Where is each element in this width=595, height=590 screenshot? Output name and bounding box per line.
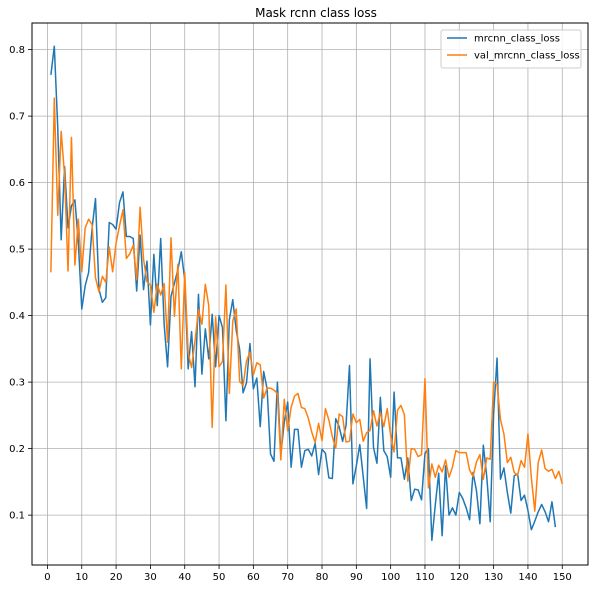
x-tick-label: 10 <box>75 572 88 583</box>
x-tick-label: 110 <box>415 572 434 583</box>
y-tick-label: 0.8 <box>9 45 25 56</box>
legend-label-mrcnn-class-loss: mrcnn_class_loss <box>474 34 560 45</box>
x-tick-label: 90 <box>350 572 363 583</box>
x-tick-label: 60 <box>247 572 260 583</box>
plot-frame <box>31 22 589 566</box>
gridlines <box>32 23 588 565</box>
x-tick-label: 30 <box>144 572 157 583</box>
axis-ticks: 0 10 20 30 40 50 60 70 80 90 100 110 120 130 140 150 0.1… <box>9 45 572 583</box>
legend-label-val-mrcnn-class-loss: val_mrcnn_class_loss <box>474 51 580 62</box>
x-tick-label: 130 <box>484 572 503 583</box>
y-tick-label: 0.7 <box>9 112 25 123</box>
series-line-val-mrcnn-class-loss <box>50 97 563 512</box>
y-tick-label: 0.5 <box>9 245 25 256</box>
x-tick-label: 140 <box>518 572 537 583</box>
y-tick-label: 0.4 <box>9 311 25 322</box>
x-tick-label: 20 <box>110 572 123 583</box>
series-layer <box>50 45 563 542</box>
x-tick-label: 70 <box>281 572 294 583</box>
x-tick-label: 150 <box>553 572 572 583</box>
x-tick-label: 50 <box>213 572 226 583</box>
x-tick-label: 40 <box>178 572 191 583</box>
y-tick-label: 0.3 <box>9 378 25 389</box>
y-tick-label: 0.6 <box>9 178 25 189</box>
x-tick-label: 100 <box>381 572 400 583</box>
y-tick-label: 0.1 <box>9 511 25 522</box>
chart-title: Mask rcnn class loss <box>255 6 377 20</box>
x-tick-label: 0 <box>44 572 50 583</box>
x-tick-label: 120 <box>450 572 469 583</box>
y-tick-label: 0.2 <box>9 444 25 455</box>
legend-box <box>440 29 582 69</box>
x-tick-label: 80 <box>316 572 329 583</box>
legend: mrcnn_class_loss val_mrcnn_class_loss <box>440 29 582 69</box>
